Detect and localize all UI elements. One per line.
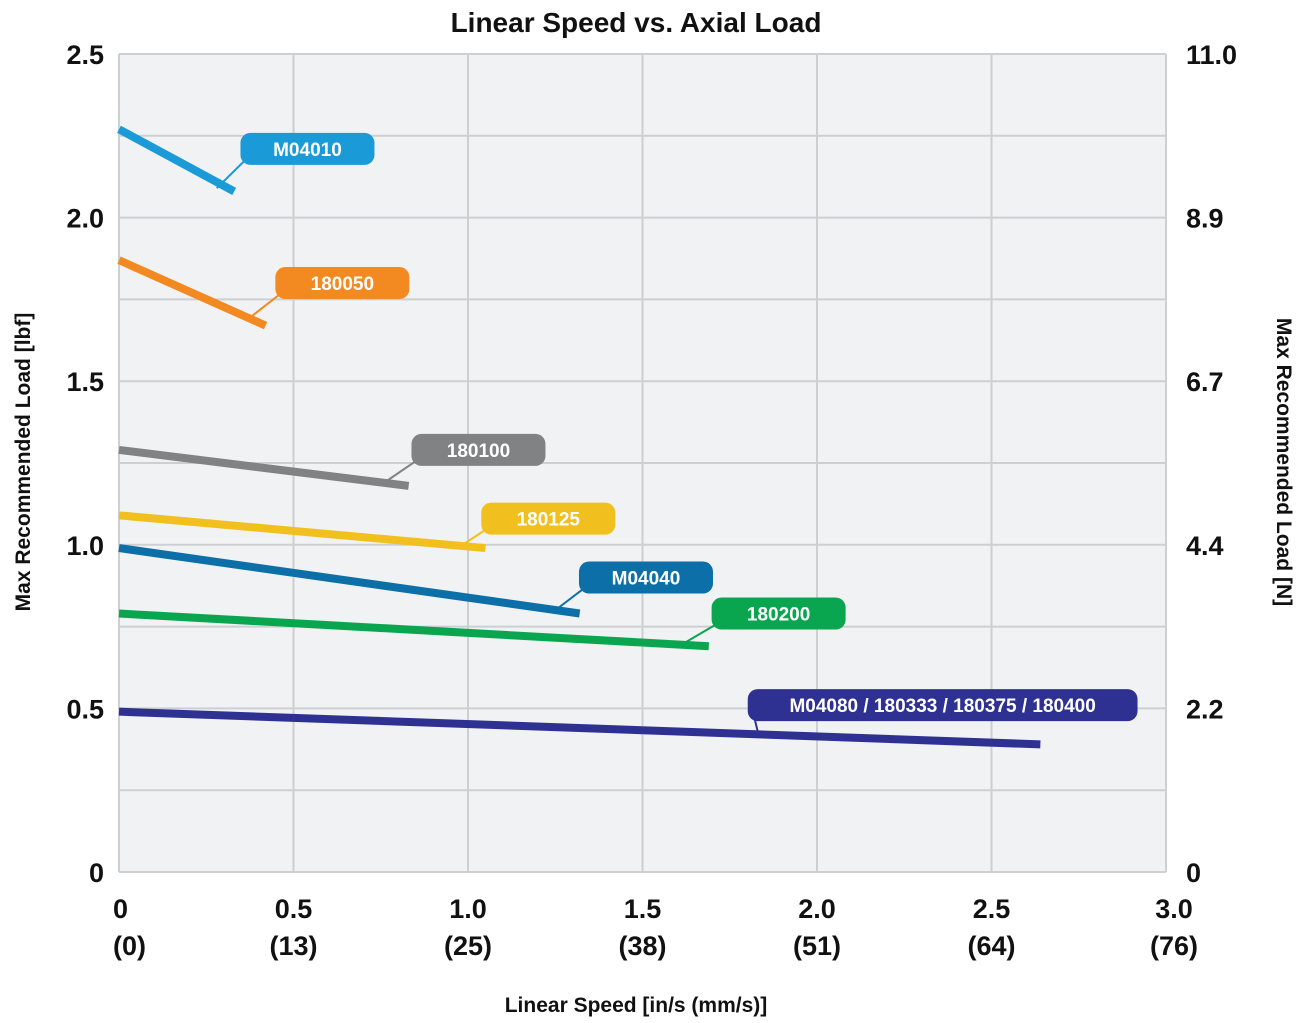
- series-label-box: [578, 561, 713, 594]
- y-axis-left-label: Max Recommended Load [lbf]: [12, 313, 35, 612]
- x-tick-label: 0.5: [275, 894, 313, 924]
- y-right-tick-label: 4.4: [1186, 531, 1224, 561]
- series-group: M04010 180050 180100 180125 M04040 180200 M040…: [117, 125, 1138, 749]
- series-label: 180050: [311, 274, 374, 295]
- x-tick-label: 3.0: [1155, 894, 1193, 924]
- series-label-box: [275, 267, 410, 300]
- series-180050: 180050: [117, 256, 410, 330]
- y-axis-left-ticks: 0 0.5 1.0 1.5 2.0 2.5: [66, 40, 104, 888]
- series-label-box: [240, 132, 375, 165]
- y-right-tick-label: 6.7: [1186, 367, 1224, 397]
- y-left-tick-label: 1.0: [66, 531, 104, 561]
- series-line: [117, 125, 237, 195]
- x-tick-sublabel: (64): [967, 931, 1015, 961]
- y-right-tick-label: 11.0: [1186, 40, 1237, 70]
- series-label-box: [747, 689, 1138, 722]
- series-m04040: M04040: [118, 544, 713, 618]
- x-axis-label: Linear Speed [in/s (mm/s)]: [505, 994, 768, 1017]
- series-label: M04080 / 180333 / 180375 / 180400: [789, 696, 1095, 717]
- x-tick-sublabel: (0): [113, 931, 146, 961]
- series-line: [118, 609, 710, 651]
- x-tick-sublabel: (13): [269, 931, 317, 961]
- x-tick-label: 1.0: [449, 894, 487, 924]
- chart-title: Linear Speed vs. Axial Load: [451, 7, 822, 38]
- series-label-box: [481, 502, 616, 535]
- x-tick-sublabel: (38): [618, 931, 666, 961]
- label-leader-line: [216, 158, 248, 189]
- x-tick-label: 1.5: [624, 894, 662, 924]
- y-axis-right-ticks: 0 2.2 4.4 6.7 8.9 11.0: [1186, 40, 1237, 888]
- series-line: [118, 544, 581, 618]
- series-label: M04010: [273, 140, 342, 161]
- series-line: [117, 256, 268, 330]
- x-tick-label: 2.5: [973, 894, 1011, 924]
- label-leader-line: [456, 527, 488, 549]
- y-left-tick-label: 0: [89, 858, 104, 888]
- series-label-box: [711, 597, 846, 630]
- x-tick-sublabel: (76): [1150, 931, 1198, 961]
- series-m04010: M04010: [117, 125, 375, 195]
- series-label: M04040: [612, 569, 681, 590]
- y-left-tick-label: 1.5: [66, 367, 104, 397]
- series-180100: 180100: [118, 433, 546, 490]
- series-label-box: [411, 433, 546, 466]
- grid-lines: [118, 53, 1167, 873]
- y-axis-right-label: Max Recommended Load [N]: [1272, 318, 1295, 606]
- y-left-tick-label: 0.5: [66, 694, 104, 724]
- series-line: [118, 445, 410, 490]
- x-axis-ticks: 0 (0) 0.5 (13) 1.0 (25) 1.5 (38) 2.0 (51) 2.5 (64) 3…: [113, 894, 1198, 961]
- y-right-tick-label: 0: [1186, 858, 1201, 888]
- x-tick-sublabel: (25): [444, 931, 492, 961]
- series-label: 180200: [747, 605, 810, 626]
- x-tick-label: 2.0: [798, 894, 836, 924]
- series-line: [118, 511, 486, 553]
- series-180125: 180125: [118, 502, 616, 553]
- series-line: [118, 707, 1041, 749]
- x-tick-sublabel: (51): [793, 931, 841, 961]
- label-leader-line: [247, 292, 282, 320]
- series-180200: 180200: [118, 597, 846, 651]
- x-tick-label: 0: [113, 894, 128, 924]
- label-leader-line: [683, 622, 719, 644]
- label-leader-line: [383, 459, 419, 484]
- series-label: 180100: [447, 441, 510, 462]
- label-leader-line: [554, 586, 586, 612]
- y-left-tick-label: 2.0: [66, 204, 104, 234]
- y-right-tick-label: 8.9: [1186, 204, 1224, 234]
- y-right-tick-label: 2.2: [1186, 694, 1224, 724]
- series-m04080-180333-180375-180400: M04080 / 180333 / 180375 / 180400: [118, 689, 1138, 749]
- y-left-tick-label: 2.5: [66, 40, 104, 70]
- series-label: 180125: [517, 510, 581, 531]
